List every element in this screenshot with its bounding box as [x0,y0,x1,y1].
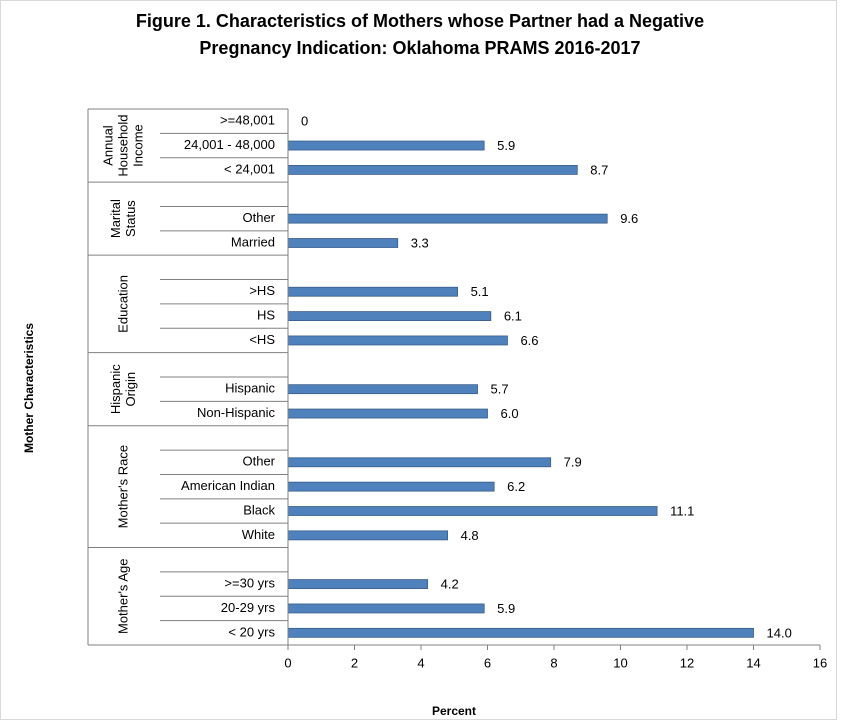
x-tick-label: 6 [484,655,491,670]
bar [287,481,495,492]
y-tick-label: Black [243,502,275,517]
y-tick-label: >=48,001 [220,113,275,128]
bar [287,603,485,614]
value-label: 6.0 [501,406,519,421]
x-tick-label: 14 [746,655,760,670]
chart-title-line: Pregnancy Indication: Oklahoma PRAMS 201… [199,38,640,58]
x-tick-label: 8 [550,655,557,670]
group-label: Status [123,200,138,237]
value-label: 7.9 [564,455,582,470]
y-tick-label: < 24,001 [224,161,275,176]
group-label: Education [115,275,130,333]
x-axis-title: Percent [432,704,476,718]
bar [287,311,492,321]
value-label: 6.2 [507,479,525,494]
y-axis-title: Mother Characteristics [22,323,36,453]
group-label: Annual [100,125,115,166]
y-tick-label: Other [242,210,275,225]
bar [287,627,754,638]
value-label: 5.9 [497,601,515,616]
y-tick-label: <HS [249,332,275,347]
bar [287,530,449,541]
y-tick-label: >=30 yrs [224,576,275,591]
y-tick-label: < 20 yrs [228,624,275,639]
value-label: 5.9 [497,138,515,153]
bar [287,213,608,224]
bar [287,238,399,248]
value-label: 14.0 [767,625,792,640]
x-tick-label: 12 [680,655,694,670]
x-tick-label: 2 [351,655,358,670]
chart-title-line: Figure 1. Characteristics of Mothers who… [136,11,704,31]
value-label: 3.3 [411,235,429,250]
value-label: 6.6 [520,333,538,348]
y-tick-label: 20-29 yrs [221,600,276,615]
value-label: 5.7 [491,382,509,397]
y-tick-label: >HS [249,283,275,298]
bar [287,579,429,589]
bar [287,286,458,297]
group-label: Mother's Race [115,445,130,528]
y-tick-label: White [242,527,275,542]
bar [287,408,488,419]
y-tick-label: Married [231,234,275,249]
y-tick-label: 24,001 - 48,000 [184,137,275,152]
x-tick-label: 10 [613,655,627,670]
x-tick-label: 0 [284,655,291,670]
value-label: 9.6 [620,211,638,226]
bar [287,335,508,346]
y-tick-label: Hispanic [225,381,275,396]
group-label: Income [130,124,145,167]
group-label: Household [115,114,130,176]
y-tick-label: HS [257,308,275,323]
bar [287,457,552,468]
bar [287,165,578,175]
value-label: 11.1 [670,503,694,518]
y-tick-label: Non-Hispanic [197,405,276,420]
group-label: Marital [108,199,123,238]
group-label: Origin [123,372,138,407]
bar [287,506,658,516]
y-tick-label: American Indian [181,478,275,493]
x-tick-label: 4 [417,655,424,670]
value-label: 5.1 [471,284,489,299]
y-tick-label: Other [242,454,275,469]
group-label: Mother's Age [115,559,130,634]
bar [287,140,485,151]
value-label: 6.1 [504,309,522,324]
value-label: 4.8 [461,528,479,543]
x-tick-label: 16 [813,655,827,670]
group-label: Hispanic [108,364,123,414]
value-label: 8.7 [590,162,608,177]
bar [287,384,478,395]
value-label: 0 [301,114,308,129]
value-label: 4.2 [441,577,459,592]
